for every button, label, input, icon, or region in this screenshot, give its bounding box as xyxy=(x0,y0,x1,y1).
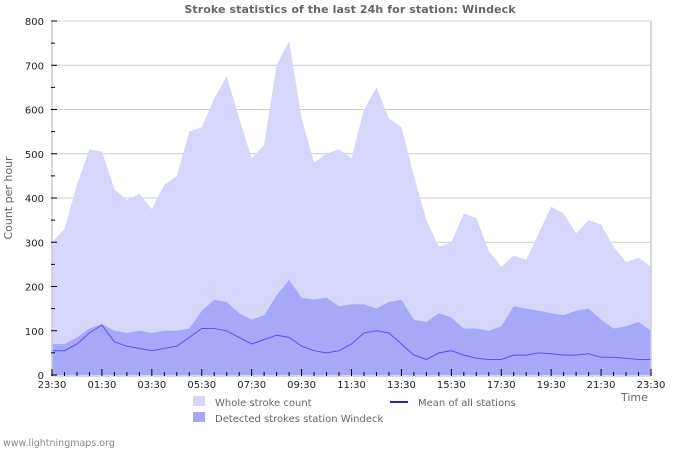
y-tick-label: 800 xyxy=(25,17,44,28)
x-tick-label: 09:30 xyxy=(287,380,316,391)
detected-strokes-area xyxy=(52,279,651,375)
footer-credit: www.lightningmaps.org xyxy=(3,438,115,449)
y-tick-label: 100 xyxy=(25,327,44,338)
x-tick-label: 01:30 xyxy=(88,380,117,391)
y-axis-title: Count per hour xyxy=(2,156,15,240)
legend: Whole stroke count Detected strokes stat… xyxy=(193,396,516,425)
x-tick-label: 19:30 xyxy=(537,380,566,391)
mean-line xyxy=(52,324,651,361)
legend-swatch-detected xyxy=(193,412,205,422)
x-tick-label: 15:30 xyxy=(437,380,466,391)
x-tick-label: 23:30 xyxy=(38,380,67,391)
x-tick-label: 21:30 xyxy=(587,380,616,391)
whole-stroke-area xyxy=(52,40,651,376)
legend-label-whole: Whole stroke count xyxy=(215,398,312,409)
legend-swatch-whole xyxy=(193,396,205,406)
x-axis-ticks: 23:30 01:30 03:30 05:30 07:30 09:30 11:30 13:30… xyxy=(38,369,666,391)
y-tick-label: 500 xyxy=(25,150,44,161)
x-tick-label: 11:30 xyxy=(337,380,366,391)
x-tick-label: 05:30 xyxy=(187,380,216,391)
legend-label-mean: Mean of all stations xyxy=(418,398,516,409)
x-tick-label: 13:30 xyxy=(387,380,416,391)
x-axis-title: Time xyxy=(620,391,648,404)
y-tick-label: 300 xyxy=(25,238,44,249)
legend-label-detected: Detected strokes station Windeck xyxy=(215,414,384,425)
x-tick-label: 17:30 xyxy=(487,380,516,391)
y-axis-ticks: 0 100 200 300 400 500 600 700 800 xyxy=(25,17,57,382)
y-tick-label: 700 xyxy=(25,61,44,72)
y-tick-label: 400 xyxy=(25,194,44,205)
y-tick-label: 600 xyxy=(25,106,44,117)
chart-title: Stroke statistics of the last 24h for st… xyxy=(184,3,516,16)
x-tick-label: 23:30 xyxy=(637,380,666,391)
x-tick-label: 03:30 xyxy=(137,380,166,391)
y-tick-label: 0 xyxy=(38,371,44,382)
x-tick-label: 07:30 xyxy=(237,380,266,391)
y-tick-label: 200 xyxy=(25,283,44,294)
